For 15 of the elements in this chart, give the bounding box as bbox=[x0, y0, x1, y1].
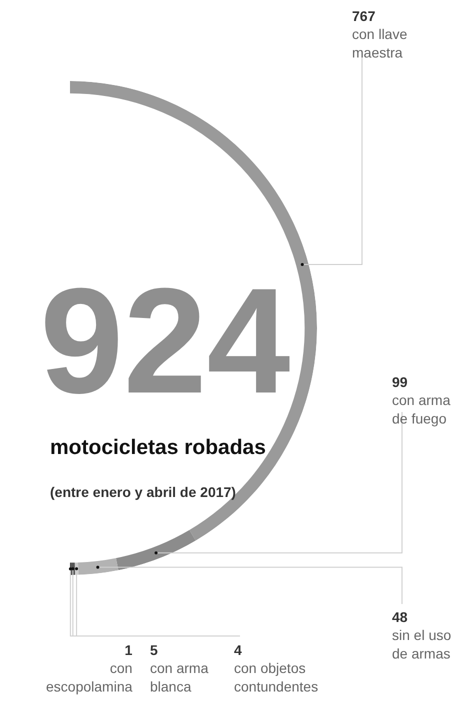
text: (entre enero y abril de 2017) bbox=[50, 484, 236, 500]
slice-label: con escopolamina bbox=[46, 660, 133, 694]
data-label: 767 bbox=[352, 8, 376, 24]
slice-label: con objetos contundentes bbox=[234, 660, 318, 694]
text: motocicletas robadas bbox=[50, 436, 266, 459]
slice-label: con arma de fuego bbox=[392, 392, 451, 426]
slice-label: con arma blanca bbox=[150, 660, 209, 694]
slice-label: con llave maestra bbox=[352, 26, 408, 60]
data-label: 4 bbox=[234, 642, 242, 658]
data-label: 48 bbox=[392, 609, 408, 625]
slice-label: sin el uso de armas bbox=[392, 627, 452, 662]
data-label: 99 bbox=[392, 374, 408, 390]
data-label: 1 bbox=[124, 642, 133, 658]
data-label: 5 bbox=[150, 642, 158, 658]
text: 924 bbox=[40, 256, 290, 424]
